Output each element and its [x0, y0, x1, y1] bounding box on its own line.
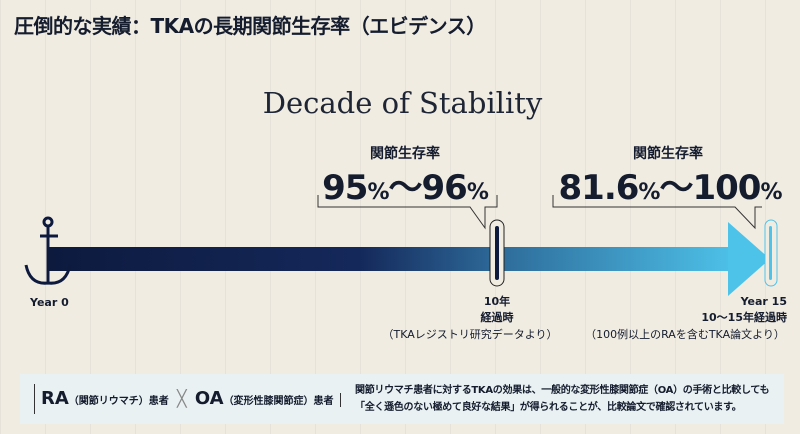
ra-oa-comparison: RA（関節リウマチ）患者 ╳ OA（変形性膝関節症）患者	[34, 384, 341, 414]
source-15y: （100例以上のRAを含むTKA論文より）	[585, 328, 785, 341]
year-0-label: Year 0	[30, 296, 69, 309]
anchor-icon	[24, 216, 72, 285]
survival-value-15y: 81.6%〜100%	[558, 168, 783, 208]
subtitle: Decade of Stability	[262, 86, 543, 120]
summary-text: 関節リウマチ患者に対するTKAの効果は、一般的な変形性膝関節症（OA）の手術と比…	[355, 385, 770, 413]
callout-bracket-15y	[552, 195, 762, 230]
timeline	[24, 195, 778, 296]
page-title: 圧倒的な実績：TKAの長期関節生存率（エビデンス）	[14, 14, 486, 38]
year-15-label: Year 15 10〜15年経過時	[701, 295, 787, 324]
year-10-label: 10年 経過時	[480, 295, 514, 324]
summary-panel: RA（関節リウマチ）患者 ╳ OA（変形性膝関節症）患者 関節リウマチ患者に対す…	[20, 374, 784, 424]
survival-label-10y: 関節生存率	[370, 146, 440, 162]
callout-bracket-10y	[317, 195, 498, 230]
timeline-bar	[48, 247, 738, 271]
survival-label-15y: 関節生存率	[633, 146, 703, 162]
arrow-head	[728, 222, 770, 296]
source-10y: （TKAレジストリ研究データより）	[382, 328, 558, 341]
survival-value-10y: 95%〜96%	[322, 168, 489, 208]
